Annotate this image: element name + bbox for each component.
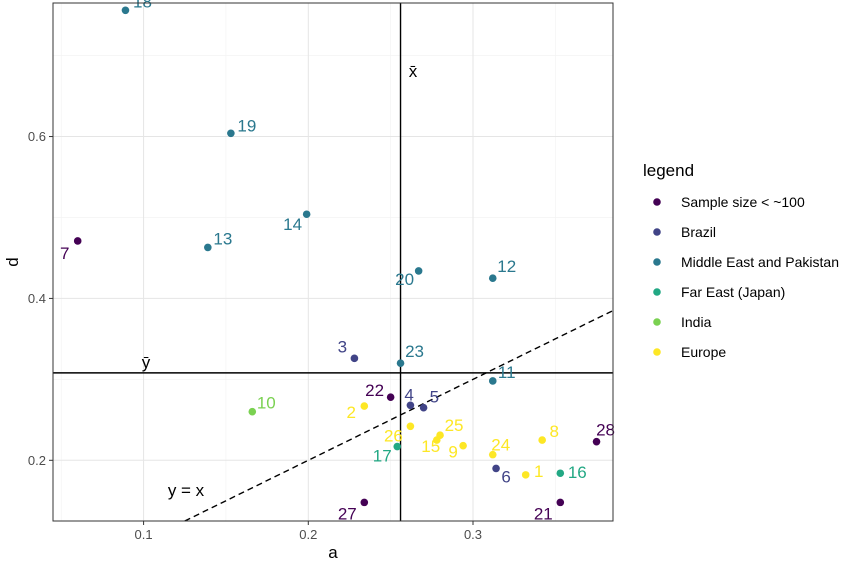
grid-lines <box>53 3 613 521</box>
point-label-7: 7 <box>60 244 69 263</box>
point-label-6: 6 <box>501 467 510 486</box>
legend-label-india: India <box>681 314 712 330</box>
point-label-19: 19 <box>237 116 256 135</box>
point-label-4: 4 <box>404 385 413 404</box>
legend-key-fareast <box>653 288 661 296</box>
data-point-17 <box>393 442 402 451</box>
data-point-3 <box>350 354 359 363</box>
data-point-5 <box>419 403 428 412</box>
legend-label-small: Sample size < ~100 <box>681 194 805 210</box>
panel-border <box>52 2 614 522</box>
data-point-24 <box>488 450 497 459</box>
legend-key-europe <box>653 348 661 356</box>
data-point-14 <box>302 210 311 219</box>
legend-label-europe: Europe <box>681 344 726 360</box>
y-mean-label: ȳ <box>142 353 151 372</box>
data-point-6 <box>492 464 500 473</box>
point-label-17: 17 <box>373 447 392 466</box>
data-point-4 <box>406 401 415 410</box>
data-point-9 <box>459 441 467 450</box>
point-label-13: 13 <box>213 229 232 248</box>
y-axis-title: d <box>3 257 22 266</box>
point-label-25: 25 <box>445 416 464 435</box>
data-point-12 <box>488 274 497 282</box>
data-point-28 <box>592 437 601 446</box>
point-label-1: 1 <box>534 462 543 481</box>
data-point-26 <box>406 422 415 431</box>
point-label-27: 27 <box>338 504 357 523</box>
x-tick-label: 0.2 <box>299 527 317 542</box>
point-label-14: 14 <box>283 215 302 234</box>
data-point-19 <box>227 129 235 138</box>
data-point-16 <box>556 469 565 478</box>
point-label-5: 5 <box>430 388 439 407</box>
point-label-8: 8 <box>549 422 558 441</box>
data-point-13 <box>204 243 212 252</box>
identity-line-label: y = x <box>168 481 205 500</box>
x-tick-label: 0.1 <box>135 527 153 542</box>
y-tick-label: 0.4 <box>28 291 46 306</box>
axes: 0.1 0.2 0.3 0.2 0.4 0.6 <box>28 129 482 542</box>
reference-lines <box>53 3 614 522</box>
point-label-11: 11 <box>498 363 516 382</box>
legend-title: legend <box>643 161 694 180</box>
legend-label-mideast: Middle East and Pakistan <box>681 254 839 270</box>
data-point-10 <box>248 407 257 416</box>
y-tick-label: 0.2 <box>28 453 46 468</box>
y-tick-label: 0.6 <box>28 129 46 144</box>
point-label-26: 26 <box>384 426 403 445</box>
point-label-9: 9 <box>448 443 457 462</box>
legend-key-india <box>653 318 661 326</box>
point-label-23: 23 <box>405 342 424 361</box>
point-label-22: 22 <box>365 381 384 400</box>
legend-key-brazil <box>653 228 661 236</box>
legend: legend Sample size < ~100 Brazil Middle Ea… <box>643 161 839 360</box>
point-label-16: 16 <box>568 463 587 482</box>
point-label-24: 24 <box>491 436 510 455</box>
data-point-20 <box>414 267 423 275</box>
x-mean-label: x̄ <box>409 62 418 81</box>
point-label-2: 2 <box>347 403 356 422</box>
point-label-18: 18 <box>133 0 152 11</box>
data-point-21 <box>556 498 565 507</box>
data-points <box>73 6 601 507</box>
legend-label-brazil: Brazil <box>681 224 716 240</box>
point-label-3: 3 <box>338 337 347 356</box>
legend-key-mideast <box>653 258 661 266</box>
data-point-23 <box>396 359 405 367</box>
point-label-12: 12 <box>497 257 516 276</box>
x-tick-label: 0.3 <box>464 527 482 542</box>
identity-line <box>184 309 614 522</box>
x-axis-title: a <box>328 543 338 562</box>
data-point-1 <box>521 471 530 479</box>
data-point-25 <box>436 431 444 440</box>
data-point-7 <box>73 237 82 245</box>
point-label-20: 20 <box>395 270 414 289</box>
data-point-18 <box>121 6 130 15</box>
point-label-10: 10 <box>257 394 276 413</box>
data-point-2 <box>360 402 369 410</box>
data-point-22 <box>386 393 395 401</box>
legend-key-small <box>653 198 661 206</box>
point-label-28: 28 <box>596 421 615 440</box>
legend-label-fareast: Far East (Japan) <box>681 284 785 300</box>
data-point-8 <box>538 436 546 444</box>
data-point-11 <box>488 377 497 385</box>
point-label-15: 15 <box>421 437 440 456</box>
point-label-21: 21 <box>534 504 553 523</box>
data-point-27 <box>360 498 369 507</box>
